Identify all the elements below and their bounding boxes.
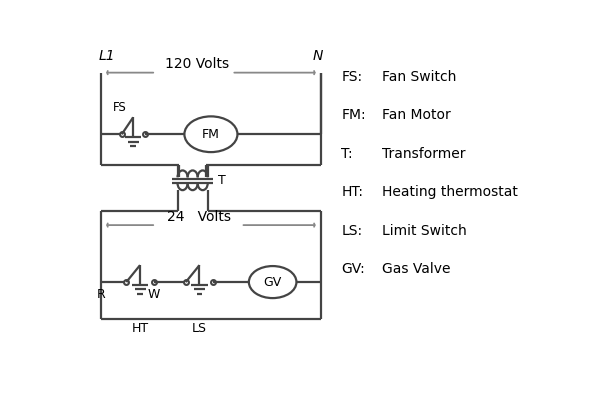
Text: R: R	[97, 288, 106, 300]
Text: HT:: HT:	[341, 185, 363, 199]
Text: L1: L1	[99, 49, 116, 63]
Text: T: T	[218, 174, 225, 187]
Text: FM:: FM:	[341, 108, 366, 122]
Text: HT: HT	[132, 322, 149, 335]
Text: Limit Switch: Limit Switch	[382, 224, 467, 238]
Text: FS:: FS:	[341, 70, 362, 84]
Text: Fan Switch: Fan Switch	[382, 70, 457, 84]
Text: FS: FS	[113, 101, 126, 114]
Text: Heating thermostat: Heating thermostat	[382, 185, 518, 199]
Text: LS:: LS:	[341, 224, 362, 238]
Text: LS: LS	[192, 322, 207, 335]
Text: Gas Valve: Gas Valve	[382, 262, 451, 276]
Text: Fan Motor: Fan Motor	[382, 108, 451, 122]
Text: Transformer: Transformer	[382, 146, 466, 160]
Text: GV: GV	[264, 276, 282, 288]
Text: FM: FM	[202, 128, 220, 141]
Text: W: W	[148, 288, 160, 300]
Text: N: N	[313, 49, 323, 63]
Text: T:: T:	[341, 146, 353, 160]
Text: GV:: GV:	[341, 262, 365, 276]
Text: 120 Volts: 120 Volts	[165, 57, 230, 71]
Text: 24   Volts: 24 Volts	[168, 210, 231, 224]
